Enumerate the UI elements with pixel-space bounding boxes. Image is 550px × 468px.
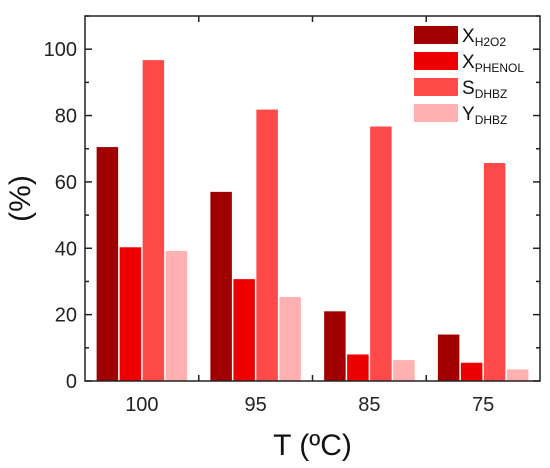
x-tick-label: 75 [472,394,494,416]
legend-label: YDHBZ [462,104,507,127]
x-tick-label: 95 [245,394,267,416]
y-tick-label: 80 [55,106,77,128]
x-tick-label: 100 [125,394,158,416]
bar-y-dhbz-85 [393,360,415,381]
legend-label: XPHENOL [462,52,524,75]
bar-x-h2o2-95 [210,191,232,381]
bar-s-dhbz-95 [256,109,278,381]
y-axis-title: (%) [4,175,37,222]
bar-s-dhbz-75 [483,163,506,381]
bar-x-h2o2-100 [96,147,119,381]
x-axis-title: T (ºC) [273,429,352,462]
bar-x-phenol-85 [347,354,369,381]
y-tick-label: 60 [55,172,77,194]
y-tick-label: 100 [44,39,77,61]
bar-y-dhbz-95 [279,297,301,381]
y-axis-ticks: 0 20 40 60 80 100 [44,15,540,393]
y-tick-label: 40 [55,238,77,260]
legend-label: SDHBZ [462,78,507,101]
bar-x-phenol-95 [233,279,255,381]
x-tick-label: 85 [358,394,380,416]
bar-x-h2o2-75 [437,334,460,381]
y-tick-label: 0 [66,371,77,393]
legend-label: XH2O2 [462,26,506,49]
y-tick-label: 20 [55,305,77,327]
legend-swatch [414,78,458,96]
legend-swatch [414,104,458,122]
legend-swatch [414,26,458,44]
bar-s-dhbz-100 [142,60,165,381]
legend-swatch [414,52,458,70]
bar-x-phenol-100 [119,247,142,381]
legend: XH2O2 XPHENOL SDHBZ YDHBZ [414,26,524,127]
bar-x-phenol-75 [460,362,483,381]
bar-y-dhbz-100 [165,250,188,381]
x-axis-ticks: 100 95 85 75 [125,16,494,416]
bars-group [96,60,529,381]
bar-x-h2o2-85 [324,311,346,381]
bar-y-dhbz-75 [506,369,529,381]
bar-s-dhbz-85 [370,126,392,381]
